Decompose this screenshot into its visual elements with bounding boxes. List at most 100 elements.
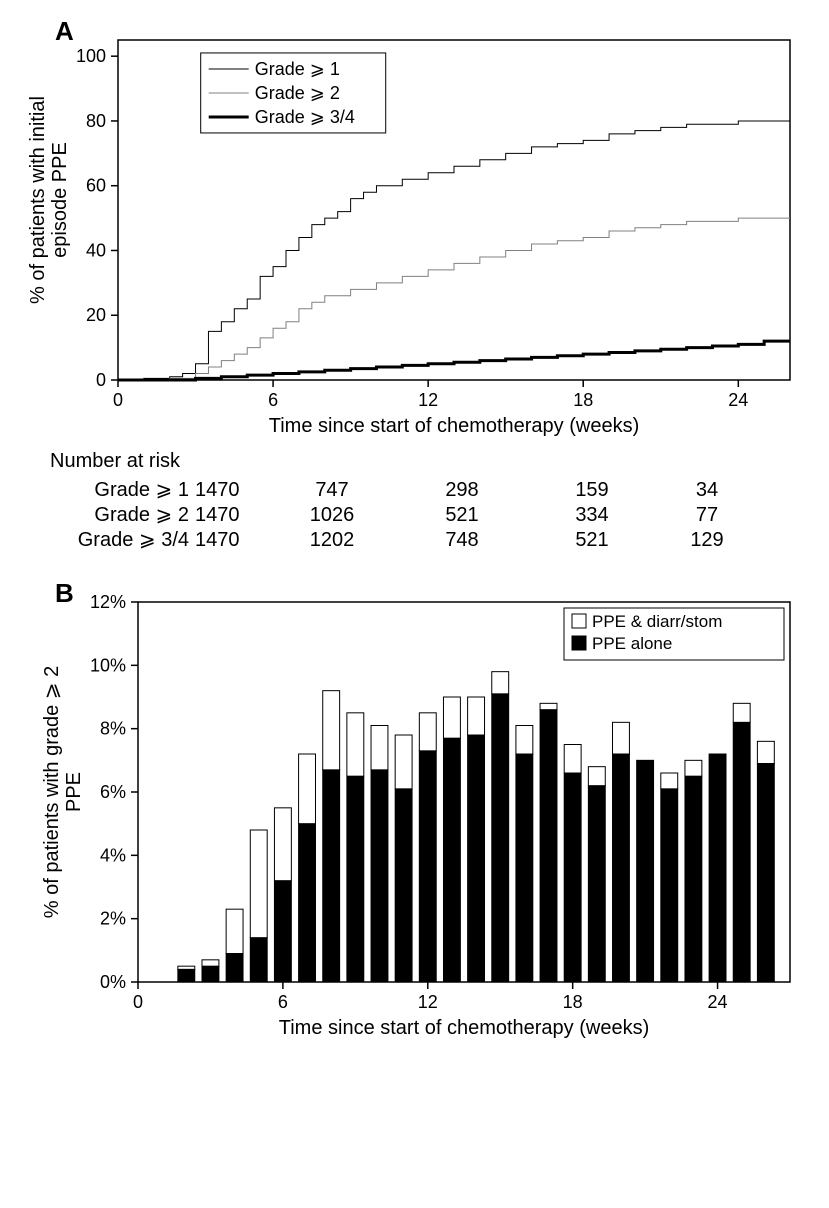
risk-value: 747 [267,479,397,502]
svg-text:18: 18 [563,992,583,1012]
bar-ppe-diarr [564,745,581,774]
bar-ppe-diarr [202,960,219,966]
svg-text:% of patients with grade ⩾ 2PP: % of patients with grade ⩾ 2PPE [41,666,85,918]
svg-text:Time since start of chemothera: Time since start of chemotherapy (weeks) [269,415,640,437]
risk-value: 1470 [195,504,267,527]
bar-ppe-alone [564,773,581,982]
svg-text:Time since start of chemothera: Time since start of chemotherapy (weeks) [279,1017,650,1039]
risk-value: 521 [397,504,527,527]
bar-ppe-alone [468,735,485,982]
risk-value: 34 [657,479,757,502]
bar-ppe-diarr [540,703,557,709]
bar-ppe-diarr [371,726,388,770]
bar-ppe-alone [492,694,509,982]
bar-ppe-alone [178,969,195,982]
svg-text:6%: 6% [100,782,126,802]
svg-text:10%: 10% [90,655,126,675]
bar-ppe-alone [395,789,412,982]
svg-text:Grade ⩾ 3/4: Grade ⩾ 3/4 [255,107,355,127]
risk-row-label: Grade ⩾ 1 [10,477,195,502]
risk-value: 1470 [195,529,267,552]
bar-ppe-diarr [323,691,340,770]
bar-ppe-alone [347,776,364,982]
risk-row: Grade ⩾ 3/414701202748521129 [10,527,819,552]
panel-a: A 02040608010006121824Time since start o… [10,20,819,440]
bar-ppe-alone [637,760,654,982]
svg-text:24: 24 [728,390,748,410]
svg-text:24: 24 [708,992,728,1012]
bar-ppe-alone [443,738,460,982]
bar-ppe-diarr [685,760,702,776]
svg-text:4%: 4% [100,845,126,865]
svg-text:80: 80 [86,111,106,131]
risk-value: 1202 [267,529,397,552]
bar-ppe-alone [516,754,533,982]
svg-text:0: 0 [96,370,106,390]
bar-ppe-alone [685,776,702,982]
svg-text:Grade ⩾ 2: Grade ⩾ 2 [255,83,340,103]
bar-ppe-diarr [347,713,364,776]
risk-value: 1470 [195,479,267,502]
bar-ppe-alone [613,754,630,982]
bar-ppe-alone [757,764,774,983]
risk-value: 521 [527,529,657,552]
svg-text:0%: 0% [100,972,126,992]
risk-table-title: Number at risk [50,450,819,473]
svg-text:Grade ⩾ 1: Grade ⩾ 1 [255,59,340,79]
svg-text:60: 60 [86,176,106,196]
bar-ppe-diarr [395,735,412,789]
bar-ppe-alone [274,881,291,982]
bar-ppe-diarr [516,726,533,755]
bar-ppe-alone [419,751,436,982]
bar-ppe-alone [709,754,726,982]
svg-text:2%: 2% [100,909,126,929]
panel-a-label: A [55,16,74,47]
chart-b: 0%2%4%6%8%10%12%06121824Time since start… [10,582,810,1042]
bar-ppe-alone [661,789,678,982]
risk-row: Grade ⩾ 1147074729815934 [10,477,819,502]
bar-ppe-alone [226,954,243,983]
bar-ppe-alone [202,966,219,982]
bar-ppe-diarr [613,722,630,754]
svg-text:0: 0 [113,390,123,410]
bar-ppe-alone [250,938,267,982]
risk-value: 77 [657,504,757,527]
bar-ppe-alone [299,824,316,982]
svg-text:6: 6 [268,390,278,410]
bar-ppe-diarr [468,697,485,735]
svg-text:12: 12 [418,992,438,1012]
bar-ppe-alone [371,770,388,982]
svg-text:12: 12 [418,390,438,410]
bar-ppe-alone [733,722,750,982]
svg-text:0: 0 [133,992,143,1012]
risk-value: 159 [527,479,657,502]
bar-ppe-diarr [226,909,243,953]
svg-text:PPE & diarr/stom: PPE & diarr/stom [592,612,722,631]
bar-ppe-diarr [274,808,291,881]
bar-ppe-diarr [733,703,750,722]
risk-value: 298 [397,479,527,502]
risk-value: 748 [397,529,527,552]
svg-text:12%: 12% [90,592,126,612]
risk-value: 129 [657,529,757,552]
bar-ppe-diarr [757,741,774,763]
bar-ppe-diarr [588,767,605,786]
bar-ppe-alone [588,786,605,982]
svg-text:% of patients with initialepis: % of patients with initialepisode PPE [27,96,71,304]
bar-ppe-diarr [661,773,678,789]
bar-ppe-diarr [178,966,195,969]
risk-table: Number at risk Grade ⩾ 1147074729815934G… [10,450,819,552]
svg-text:PPE alone: PPE alone [592,634,672,653]
panel-b-label: B [55,578,74,609]
risk-row-label: Grade ⩾ 2 [10,502,195,527]
bar-ppe-diarr [419,713,436,751]
svg-text:100: 100 [76,46,106,66]
bar-ppe-diarr [299,754,316,824]
risk-value: 1026 [267,504,397,527]
svg-text:20: 20 [86,305,106,325]
bar-ppe-alone [323,770,340,982]
svg-text:40: 40 [86,240,106,260]
risk-value: 334 [527,504,657,527]
risk-row: Grade ⩾ 21470102652133477 [10,502,819,527]
bar-ppe-diarr [492,672,509,694]
